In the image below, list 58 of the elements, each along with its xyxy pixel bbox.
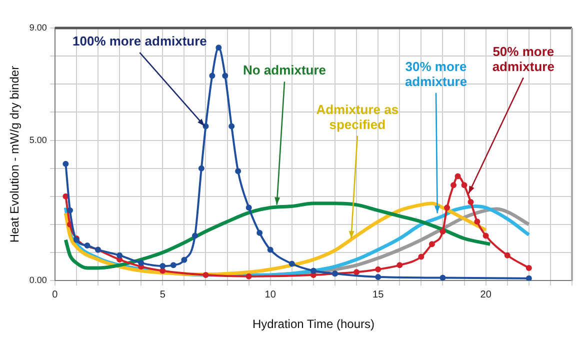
point xyxy=(62,160,69,167)
point xyxy=(504,252,510,258)
point xyxy=(198,165,204,172)
point xyxy=(160,268,166,274)
point xyxy=(181,256,188,263)
point xyxy=(526,264,532,271)
point xyxy=(116,252,123,258)
x-axis-title: Hydration Time (hours) xyxy=(252,317,374,332)
annotation: 50% more admixture xyxy=(492,44,554,74)
point xyxy=(461,182,468,188)
annotation: No admixture xyxy=(242,62,326,78)
point xyxy=(138,260,144,266)
point xyxy=(209,72,216,79)
point xyxy=(256,230,263,236)
point xyxy=(67,207,73,214)
point xyxy=(375,274,382,280)
x-tick-label: 15 xyxy=(372,289,384,300)
point xyxy=(526,275,532,281)
point xyxy=(375,266,382,272)
point xyxy=(235,168,242,174)
point xyxy=(116,256,123,263)
point xyxy=(267,246,274,253)
y-axis-title: Heat Evolution - mW/g dry binder xyxy=(8,66,22,243)
point xyxy=(192,232,198,239)
point xyxy=(474,218,480,225)
y-tick-label: 0.00 xyxy=(29,275,47,286)
annotation: 30% more admixture xyxy=(404,58,468,89)
point xyxy=(444,204,450,211)
annotation: Admixture as specified xyxy=(316,102,399,132)
point xyxy=(450,182,456,188)
y-tick-label: 9.00 xyxy=(29,22,47,32)
point xyxy=(440,228,446,234)
point xyxy=(202,123,209,130)
point xyxy=(396,262,403,268)
point xyxy=(246,204,252,211)
point xyxy=(468,199,474,206)
point xyxy=(228,123,235,130)
y-tick-label: 5.00 xyxy=(29,134,47,145)
point xyxy=(454,173,461,180)
point xyxy=(246,273,252,280)
x-tick-label: 0 xyxy=(52,289,58,300)
point xyxy=(160,263,166,270)
x-tick-label: 10 xyxy=(264,289,276,300)
point xyxy=(170,262,176,268)
point xyxy=(216,44,222,51)
point xyxy=(222,72,228,79)
point xyxy=(84,242,90,249)
point xyxy=(428,241,435,248)
point xyxy=(418,254,424,260)
point xyxy=(288,260,295,267)
point xyxy=(440,274,446,281)
x-tick-label: 5 xyxy=(160,289,166,300)
x-tick-label: 20 xyxy=(480,289,492,300)
point xyxy=(354,269,360,276)
point xyxy=(482,232,489,239)
annotation: 100% more admixture xyxy=(72,34,207,49)
point xyxy=(202,272,209,278)
point xyxy=(310,268,316,274)
